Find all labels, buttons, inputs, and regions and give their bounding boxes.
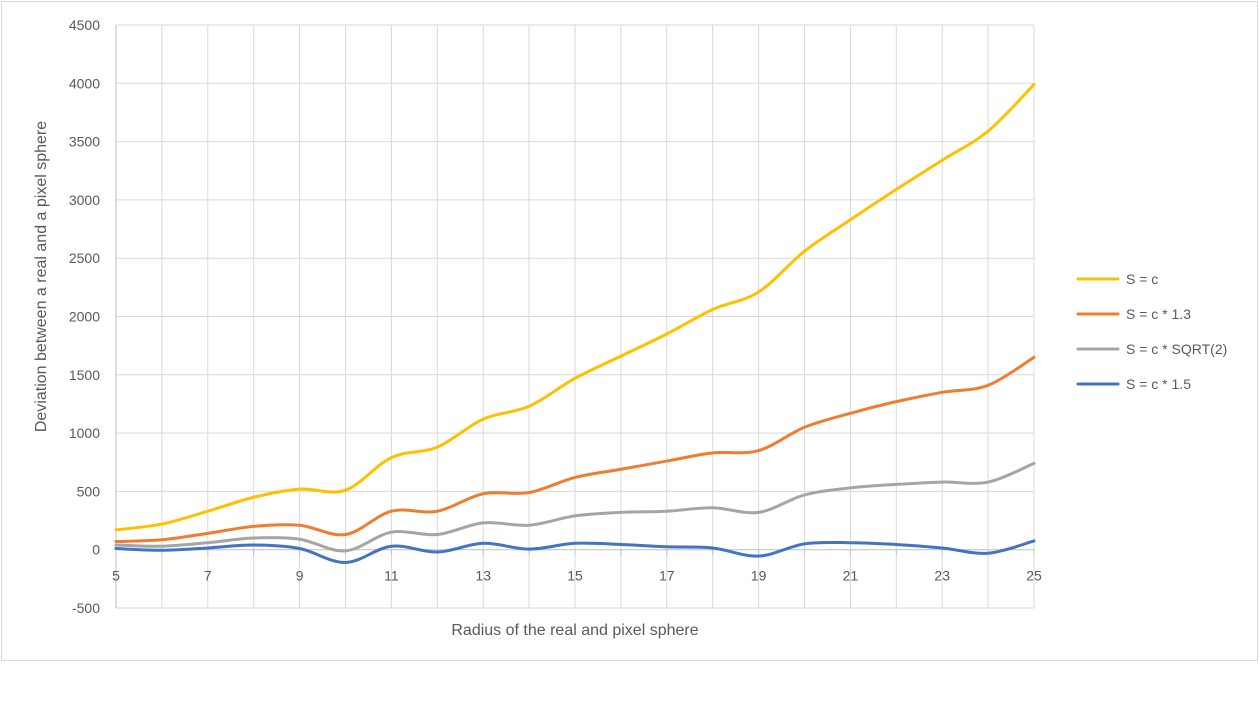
series-line-3 [114, 461, 1036, 553]
x-tick-label: 25 [1026, 568, 1042, 584]
x-tick-label: 9 [296, 568, 304, 584]
legend: S = c S = c * 1.3 S = c * SQRT(2) S = c * 1… [1076, 271, 1227, 392]
series-lines [114, 82, 1036, 565]
series-line-2 [114, 355, 1036, 544]
series-line-1 [114, 82, 1036, 532]
line-chart: -500 0 500 1000 1500 2000 2500 3000 3500 4000 4500… [33, 17, 1227, 639]
legend-label: S = c * SQRT(2) [1126, 341, 1227, 357]
axes [115, 25, 1035, 608]
y-tick-label: 3500 [69, 134, 100, 150]
legend-label: S = c * 1.5 [1126, 376, 1191, 392]
legend-label: S = c [1126, 271, 1158, 287]
y-tick-label: 4500 [69, 17, 100, 33]
gridlines [116, 24, 1035, 609]
x-tick-label: 19 [751, 568, 767, 584]
x-tick-label: 11 [384, 568, 399, 584]
legend-label: S = c * 1.3 [1126, 306, 1191, 322]
y-tick-label: 2000 [69, 309, 100, 325]
y-tick-label: 0 [92, 542, 100, 558]
y-tick-label: 1500 [69, 367, 100, 383]
y-tick-label: 4000 [69, 75, 100, 91]
y-tick-label: -500 [72, 600, 100, 616]
x-axis-title: Radius of the real and pixel sphere [451, 622, 698, 639]
x-tick-label: 23 [934, 568, 950, 584]
x-tick-label: 5 [112, 568, 120, 584]
x-tick-label: 15 [567, 568, 583, 584]
series-line-4 [114, 539, 1036, 565]
chart-area: -500 0 500 1000 1500 2000 2500 3000 3500 4000 4500… [1, 1, 1258, 661]
y-tick-label: 2500 [69, 250, 100, 266]
tick-labels: -500 0 500 1000 1500 2000 2500 3000 3500 4000 4500… [69, 17, 1042, 616]
x-tick-label: 21 [843, 568, 859, 584]
y-tick-label: 1000 [69, 425, 100, 441]
y-tick-label: 3000 [69, 192, 100, 208]
x-tick-label: 7 [204, 568, 212, 584]
y-axis-title: Deviation between a real and a pixel sph… [33, 121, 50, 432]
y-tick-label: 500 [77, 483, 101, 499]
x-tick-label: 13 [475, 568, 491, 584]
x-tick-label: 17 [659, 568, 675, 584]
